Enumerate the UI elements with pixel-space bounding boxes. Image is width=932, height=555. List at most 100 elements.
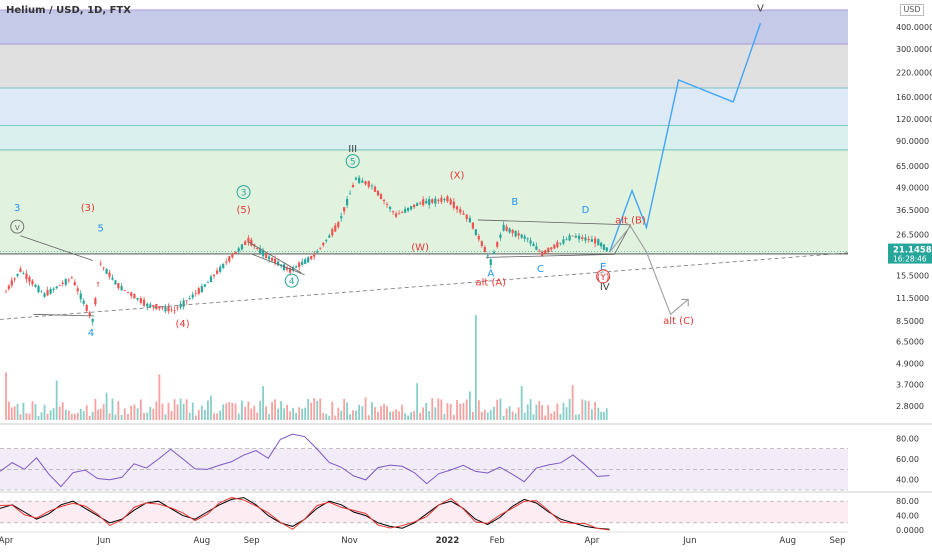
volume-bar: [5, 372, 7, 420]
volume-bar: [61, 402, 64, 420]
volume-bar: [289, 411, 292, 420]
volume-bar: [139, 399, 142, 420]
candle-body: [388, 206, 392, 210]
candle-body: [262, 250, 265, 257]
volume-bar: [419, 412, 422, 420]
wave-label: C: [537, 264, 544, 275]
volume-bar: [392, 411, 394, 420]
volume-bar: [532, 414, 535, 420]
wave-label-circle: [345, 154, 360, 169]
volume-bar: [13, 406, 16, 420]
volume-bar: [105, 392, 108, 420]
volume-bar: [292, 407, 295, 420]
last-price-badge: [888, 243, 932, 264]
volume-bar: [600, 411, 603, 420]
candle-body: [34, 284, 37, 287]
candle-body: [361, 180, 364, 183]
volume-bar: [136, 408, 139, 420]
price-axis-bg: [848, 0, 932, 550]
volume-bar: [319, 398, 322, 420]
volume-bar: [197, 409, 200, 420]
volume-bar: [556, 403, 559, 420]
volume-bar: [486, 412, 489, 420]
candle-body: [443, 199, 446, 201]
volume-bar: [535, 404, 538, 420]
volume-bar: [219, 410, 222, 420]
candle-body: [526, 238, 529, 240]
candle-body: [553, 244, 556, 249]
candle-body: [212, 274, 216, 277]
candle-body: [483, 247, 486, 253]
volume-bar: [58, 406, 61, 420]
volume-bar: [401, 404, 403, 420]
candle-body: [337, 222, 340, 228]
wave-label: III: [348, 144, 357, 155]
candle-body: [328, 235, 331, 238]
candle-body: [322, 242, 325, 246]
volume-bar: [511, 411, 514, 420]
candle-body: [462, 213, 465, 215]
volume-bar: [523, 412, 526, 420]
volume-bar: [480, 411, 483, 420]
volume-bar: [67, 410, 70, 420]
candle-body: [416, 203, 419, 206]
candle-body: [43, 293, 46, 297]
currency-badge[interactable]: USD: [900, 4, 924, 16]
candle-body: [219, 266, 222, 272]
volume-bar: [55, 380, 58, 420]
candle-body: [10, 280, 13, 286]
volume-bar: [462, 402, 465, 420]
volume-bar: [170, 411, 173, 420]
volume-bar: [407, 415, 410, 420]
volume-bar: [377, 411, 379, 420]
candle-body: [316, 251, 319, 253]
volume-bar: [346, 402, 349, 420]
candle-body: [28, 277, 31, 282]
volume-bar: [565, 407, 568, 420]
candle-body: [146, 303, 149, 307]
volume-bar: [328, 415, 331, 420]
candle-body: [523, 236, 526, 239]
volume-bar: [40, 412, 43, 420]
volume-bar: [574, 414, 577, 420]
volume-bar: [179, 398, 182, 420]
candle-body: [267, 256, 271, 260]
volume-bar: [502, 415, 505, 420]
candle-body: [449, 199, 452, 205]
candle-body: [602, 244, 606, 250]
volume-bar: [544, 415, 547, 420]
candle-body: [4, 291, 8, 293]
candle-body: [31, 280, 34, 285]
wave-label: A: [487, 268, 494, 279]
volume-bar: [79, 408, 82, 420]
wave-label: 4: [88, 328, 94, 339]
candle-body: [55, 286, 58, 289]
volume-bar: [158, 374, 161, 420]
price-tick-label: 49.0000: [896, 183, 929, 192]
candle-body: [559, 242, 562, 244]
volume-bar: [52, 408, 55, 420]
candle-body: [600, 242, 603, 247]
countdown-label: 16:28:46: [893, 255, 927, 264]
candle-body: [215, 270, 219, 274]
candle-body: [237, 248, 240, 252]
candle-body: [37, 286, 40, 293]
candle-body: [370, 185, 374, 187]
volume-bar: [313, 398, 316, 420]
volume-bar: [581, 399, 584, 420]
candle-body: [571, 235, 574, 237]
volume-bar: [149, 406, 152, 420]
price-tick-label: 120.0000: [896, 115, 932, 124]
candle-body: [155, 303, 158, 310]
volume-bar: [559, 413, 562, 420]
candle-body: [136, 297, 139, 300]
candle-body: [200, 286, 203, 293]
volume-bar: [496, 399, 499, 420]
volume-bar: [416, 383, 419, 420]
candle-body: [273, 259, 277, 264]
wave-label: 5: [350, 158, 356, 168]
price-tick-label: 8.5000: [896, 317, 924, 326]
candle-body: [373, 186, 377, 192]
volume-bar: [538, 401, 541, 420]
